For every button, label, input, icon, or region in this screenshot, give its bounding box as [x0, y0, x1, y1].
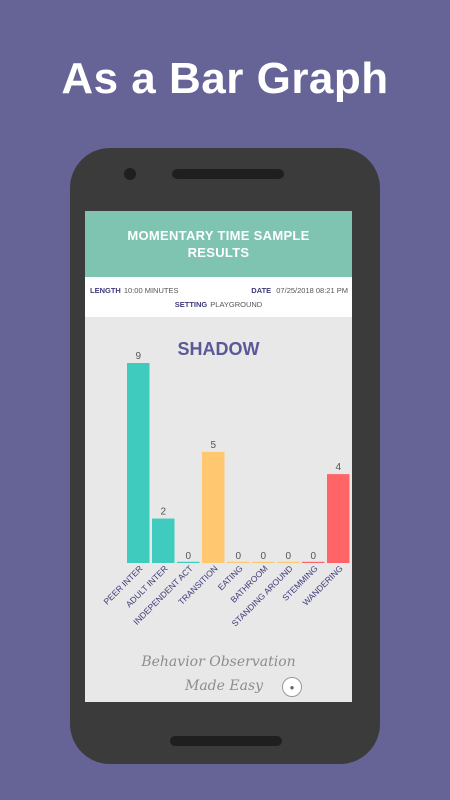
phone-frame: MOMENTARY TIME SAMPLE RESULTS LENGTH 10:0… — [70, 148, 380, 764]
tagline-line1: Behavior Observation — [141, 654, 296, 670]
bar-value-label: 2 — [160, 507, 166, 518]
home-bar — [170, 736, 282, 746]
app-screen: MOMENTARY TIME SAMPLE RESULTS LENGTH 10:0… — [85, 211, 352, 702]
results-title: MOMENTARY TIME SAMPLE RESULTS — [127, 228, 310, 260]
bar-bathroom — [252, 561, 275, 563]
bar-value-label: 0 — [310, 551, 316, 562]
setting-value: PLAYGROUND — [210, 300, 263, 309]
bar-value-label: 0 — [285, 551, 291, 562]
results-header: MOMENTARY TIME SAMPLE RESULTS — [85, 211, 352, 277]
tagline-line2: Made Easy — [185, 678, 264, 694]
bar-stemming — [302, 561, 325, 563]
bar-standing-around — [277, 561, 300, 563]
bar-value-label: 9 — [135, 351, 141, 362]
app-logo-icon: ● — [282, 677, 302, 697]
bar-peer-inter — [127, 363, 150, 563]
bar-value-label: 0 — [235, 551, 241, 562]
headline: As a Bar Graph — [61, 54, 389, 103]
bar-wandering — [327, 474, 350, 563]
session-info: LENGTH 10:00 MINUTES DATE 07/25/2018 08:2… — [85, 277, 352, 317]
date-label: DATE — [251, 286, 272, 295]
bar-value-label: 4 — [335, 462, 341, 473]
bar-value-label: 0 — [185, 551, 191, 562]
date-value: 07/25/2018 08:21 PM — [276, 286, 348, 295]
bar-independent-act — [177, 561, 200, 563]
speaker-grille — [172, 169, 284, 179]
bar-value-label: 5 — [210, 440, 216, 451]
bar-value-label: 0 — [260, 551, 266, 562]
camera-icon — [124, 168, 136, 180]
setting-label: SETTING — [174, 300, 208, 309]
length-label: LENGTH — [90, 286, 121, 295]
bar-eating — [227, 561, 250, 563]
bar-adult-inter — [152, 518, 175, 563]
length-value: 10:00 MINUTES — [123, 286, 179, 295]
bar-transition — [202, 451, 225, 563]
chart-title: SHADOW — [177, 339, 260, 359]
